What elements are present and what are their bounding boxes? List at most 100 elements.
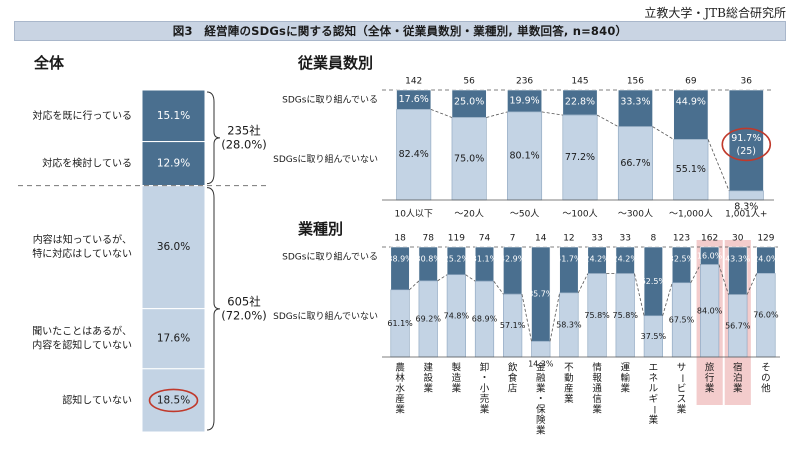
- svg-text:業: 業: [649, 414, 659, 426]
- industry-bar-top-1: [418, 246, 438, 282]
- svg-text:業: 業: [536, 424, 546, 436]
- industry-category-3: 卸・小売業: [480, 361, 490, 415]
- svg-text:信: 信: [592, 393, 602, 405]
- employee-value-bottom-4: 66.7%: [620, 158, 650, 169]
- source-credit: 立教大学・JTB総合研究所: [644, 6, 786, 20]
- industry-category-11: 旅行業: [705, 361, 715, 394]
- svg-text:業: 業: [536, 382, 546, 394]
- industry-count-10: 123: [673, 234, 690, 244]
- overall-value-label-2: 36.0%: [157, 241, 190, 253]
- svg-text:融: 融: [536, 373, 546, 384]
- industry-count-3: 74: [479, 234, 491, 244]
- industry-value-bottom-0: 61.1%: [387, 319, 413, 328]
- industry-bar-top-3: [474, 246, 495, 282]
- svg-text:金: 金: [536, 361, 546, 373]
- svg-text:産: 産: [564, 382, 574, 394]
- employee-bar-top-3: [562, 89, 598, 116]
- industry-count-8: 33: [619, 234, 630, 244]
- industry-connector-11: [718, 264, 729, 295]
- industry-count-13: 129: [757, 234, 774, 244]
- employee-value-top-3: 22.8%: [565, 97, 595, 108]
- svg-text:報: 報: [592, 373, 602, 384]
- employee-category-4: ～300人: [618, 209, 653, 220]
- employee-bar-bottom-0: [396, 109, 432, 201]
- svg-text:ビ: ビ: [677, 383, 687, 394]
- employee-value-bottom-6: 8.3%: [734, 202, 758, 213]
- employee-bar-bottom-2: [507, 111, 543, 201]
- svg-text:製: 製: [452, 361, 462, 373]
- svg-text:設: 設: [423, 372, 433, 384]
- employee-row-label-bottom: SDGsに取り組んでいない: [273, 153, 378, 165]
- svg-text:農: 農: [395, 361, 405, 373]
- overall-segment-2: [141, 185, 206, 310]
- industry-value-top-4: 42.9%: [500, 255, 526, 264]
- employee-connector-5: [707, 139, 730, 192]
- industry-value-top-12: 43.3%: [725, 255, 751, 264]
- overall-category-label-0: 対応を既に行っている: [33, 109, 133, 122]
- industry-row-label-bottom: SDGsに取り組んでいない: [273, 310, 378, 322]
- svg-text:業: 業: [480, 403, 490, 415]
- svg-text:食: 食: [508, 372, 518, 384]
- industry-value-bottom-8: 75.8%: [613, 311, 639, 320]
- figure-title: 図3 経営陣のSDGsに関する認知（全体・従業員数別・業種別, 単数回答, n=…: [14, 21, 786, 41]
- overall-circle-highlight: [148, 388, 199, 413]
- overall-group-label-0-1: (28.0%): [221, 137, 267, 151]
- industry-value-bottom-3: 68.9%: [472, 315, 498, 324]
- industry-value-top-9: 62.5%: [641, 277, 667, 286]
- svg-text:業: 業: [423, 382, 433, 394]
- svg-text:の: の: [761, 373, 771, 384]
- overall-group-label-1-1: (72.0%): [221, 308, 267, 322]
- employee-count-5: 69: [685, 77, 697, 87]
- overall-value-label-1: 12.9%: [157, 158, 190, 170]
- overall-segment-1: [141, 141, 206, 187]
- svg-text:建: 建: [423, 361, 433, 373]
- overall-bracket-lower: [206, 187, 221, 431]
- svg-text:店: 店: [508, 382, 518, 394]
- employee-value-bottom-3: 77.2%: [565, 152, 595, 163]
- employee-value-top-1: 25.0%: [454, 97, 484, 108]
- industry-value-top-10: 32.5%: [669, 255, 695, 264]
- svg-text:業: 業: [564, 393, 574, 405]
- overall-category-label-3-1: 内容を認知していない: [32, 339, 132, 352]
- svg-text:ー: ー: [648, 405, 659, 415]
- employee-category-2: ～50人: [510, 209, 539, 220]
- svg-text:エ: エ: [649, 362, 659, 373]
- svg-text:業: 業: [677, 403, 687, 415]
- employee-circle-highlight: [721, 127, 772, 162]
- industry-connector-3: [493, 280, 504, 295]
- employee-value-top-2: 19.9%: [509, 95, 539, 106]
- overall-group-label-0-0: 235社: [227, 123, 261, 137]
- employee-value-bottom-2: 80.1%: [509, 150, 539, 161]
- svg-text:他: 他: [761, 382, 771, 394]
- industry-bar-top-0: [390, 246, 410, 291]
- industry-count-6: 12: [563, 234, 574, 244]
- industry-connector-6: [577, 273, 589, 294]
- industry-category-12: 宿泊業: [733, 361, 743, 394]
- employee-category-3: ～100人: [562, 209, 597, 220]
- industry-connector-5: [549, 292, 561, 342]
- svg-text:業: 業: [592, 403, 602, 415]
- svg-text:業: 業: [395, 403, 405, 415]
- svg-text:・: ・: [480, 373, 490, 384]
- overall-value-label-0: 15.1%: [157, 110, 190, 122]
- industry-connector-1: [437, 274, 448, 282]
- industry-section-title: 業種別: [298, 220, 344, 238]
- employee-annotation-n: (25): [737, 146, 757, 157]
- employee-connector-2: [541, 111, 563, 116]
- employee-value-top-0: 17.6%: [399, 94, 429, 105]
- svg-text:旅: 旅: [705, 361, 715, 373]
- industry-value-top-5: 85.7%: [528, 290, 554, 299]
- employee-count-3: 145: [571, 77, 588, 87]
- overall-segment-4: [141, 368, 206, 433]
- employee-bar-top-5: [673, 89, 709, 140]
- svg-text:そ: そ: [761, 362, 771, 373]
- industry-value-top-0: 38.9%: [387, 255, 413, 264]
- svg-text:卸: 卸: [480, 361, 490, 373]
- employee-count-1: 56: [463, 77, 475, 87]
- employee-value-top-4: 33.3%: [620, 97, 650, 108]
- industry-value-bottom-10: 67.5%: [669, 315, 695, 324]
- employee-row-label-top: SDGsに取り組んでいる: [282, 93, 378, 105]
